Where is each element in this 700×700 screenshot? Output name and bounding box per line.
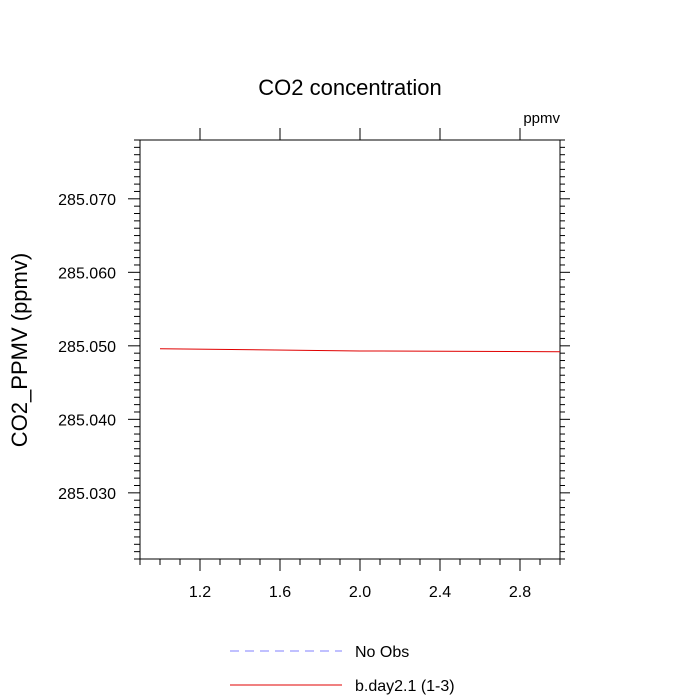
x-tick-label: 1.6 [269,584,291,601]
y-tick-label: 285.070 [58,192,116,209]
x-tick-label: 2.0 [349,584,371,601]
series-layer [159,348,561,353]
units-label: ppmv [523,110,560,127]
y-tick-label: 285.030 [58,486,116,503]
x-tick-label: 2.4 [429,584,451,601]
y-tick-label: 285.040 [58,412,116,429]
x-tick-label: 1.2 [189,584,211,601]
x-axis: 1.2 1.6 2.0 2.4 2.8 [139,128,561,601]
legend-label: b.day2.1 (1-3) [355,678,455,695]
legend-label: No Obs [355,644,409,661]
y-tick-label: 285.060 [58,265,116,282]
x-tick-label: 2.8 [509,584,531,601]
series-line [159,348,561,353]
y-axis: 285.030 285.040 285.050 285.060 285.070 [58,139,570,560]
plot-frame [139,139,561,560]
y-tick-label: 285.050 [58,339,116,356]
legend: No Obs b.day2.1 (1-3) [230,644,455,695]
y-axis-label: CO2_PPMV (ppmv) [7,253,32,447]
chart-title: CO2 concentration [258,75,441,100]
